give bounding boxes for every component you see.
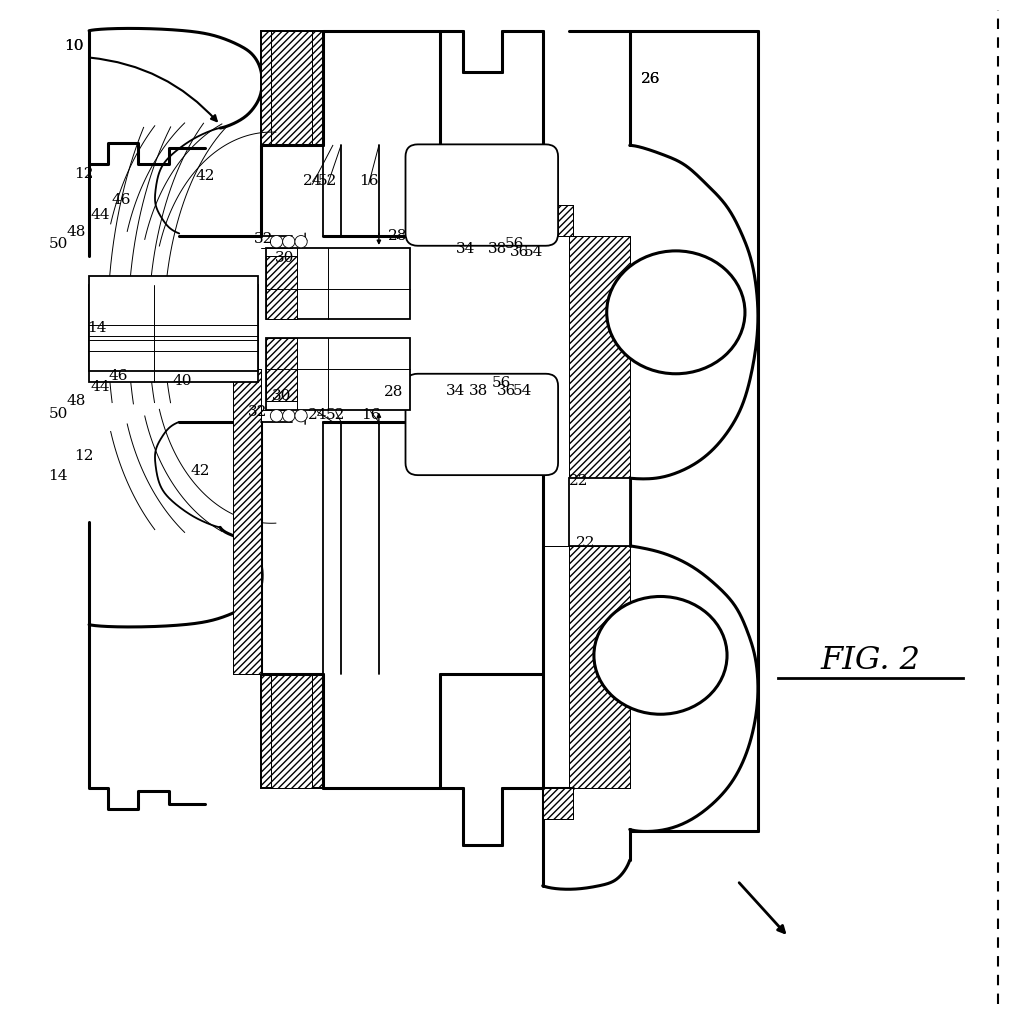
Text: 16: 16 <box>360 408 381 422</box>
Text: 36: 36 <box>510 245 528 259</box>
Circle shape <box>283 410 295 422</box>
Text: 40: 40 <box>172 374 193 388</box>
Text: 52: 52 <box>318 174 337 188</box>
Polygon shape <box>266 256 297 319</box>
Text: 54: 54 <box>513 384 531 398</box>
Text: 22: 22 <box>575 536 596 550</box>
Text: 26: 26 <box>640 72 660 86</box>
FancyBboxPatch shape <box>406 374 558 475</box>
Text: 26: 26 <box>640 72 660 86</box>
Text: 46: 46 <box>111 193 131 207</box>
Polygon shape <box>569 478 630 546</box>
Text: 10: 10 <box>63 39 84 53</box>
Circle shape <box>270 410 283 422</box>
Polygon shape <box>233 369 261 674</box>
Text: 34: 34 <box>446 384 465 398</box>
Ellipse shape <box>606 251 745 374</box>
Text: 48: 48 <box>67 225 85 240</box>
Text: 44: 44 <box>90 380 111 394</box>
Bar <box>261 674 323 788</box>
Text: 10: 10 <box>63 39 84 53</box>
Text: 24: 24 <box>307 408 328 422</box>
Polygon shape <box>532 422 558 442</box>
FancyBboxPatch shape <box>266 248 410 319</box>
Polygon shape <box>543 236 630 478</box>
Bar <box>261 674 323 788</box>
Text: 32: 32 <box>249 404 267 419</box>
Text: 42: 42 <box>190 464 211 478</box>
Text: 50: 50 <box>49 407 68 421</box>
Circle shape <box>270 236 283 248</box>
Text: 54: 54 <box>524 245 543 259</box>
Text: 16: 16 <box>358 174 379 188</box>
Text: 52: 52 <box>327 408 345 422</box>
Text: 22: 22 <box>568 474 589 488</box>
Text: 38: 38 <box>469 384 487 398</box>
Text: 36: 36 <box>498 384 516 398</box>
Circle shape <box>295 410 307 422</box>
Bar <box>261 31 323 145</box>
Text: 14: 14 <box>87 321 108 335</box>
Bar <box>89 285 258 382</box>
Circle shape <box>283 236 295 248</box>
Text: 12: 12 <box>74 449 94 463</box>
Text: 34: 34 <box>457 242 475 256</box>
Text: 28: 28 <box>388 228 407 243</box>
Text: 14: 14 <box>48 469 69 483</box>
Polygon shape <box>543 546 630 788</box>
Text: 46: 46 <box>108 369 128 383</box>
Bar <box>261 31 323 145</box>
Text: 50: 50 <box>49 237 68 251</box>
Polygon shape <box>543 788 573 819</box>
Text: 12: 12 <box>74 167 94 181</box>
Ellipse shape <box>594 596 727 715</box>
Text: 24: 24 <box>302 174 323 188</box>
FancyBboxPatch shape <box>266 338 410 410</box>
Text: 44: 44 <box>90 208 111 222</box>
Bar <box>271 674 312 788</box>
Text: 38: 38 <box>488 242 507 256</box>
Text: 56: 56 <box>505 237 523 251</box>
Text: 32: 32 <box>254 231 272 246</box>
Text: 42: 42 <box>195 169 215 183</box>
Text: FIG. 2: FIG. 2 <box>820 645 921 676</box>
FancyBboxPatch shape <box>406 144 558 246</box>
Polygon shape <box>266 338 297 401</box>
Circle shape <box>295 236 307 248</box>
Bar <box>89 276 258 371</box>
Text: 28: 28 <box>384 385 402 399</box>
Bar <box>271 31 312 145</box>
Bar <box>271 674 312 788</box>
Text: 56: 56 <box>493 376 511 390</box>
Text: 48: 48 <box>67 394 85 409</box>
Polygon shape <box>532 215 558 236</box>
Bar <box>271 31 312 145</box>
Polygon shape <box>543 205 573 236</box>
Text: 30: 30 <box>272 389 291 403</box>
Text: 30: 30 <box>275 251 294 265</box>
